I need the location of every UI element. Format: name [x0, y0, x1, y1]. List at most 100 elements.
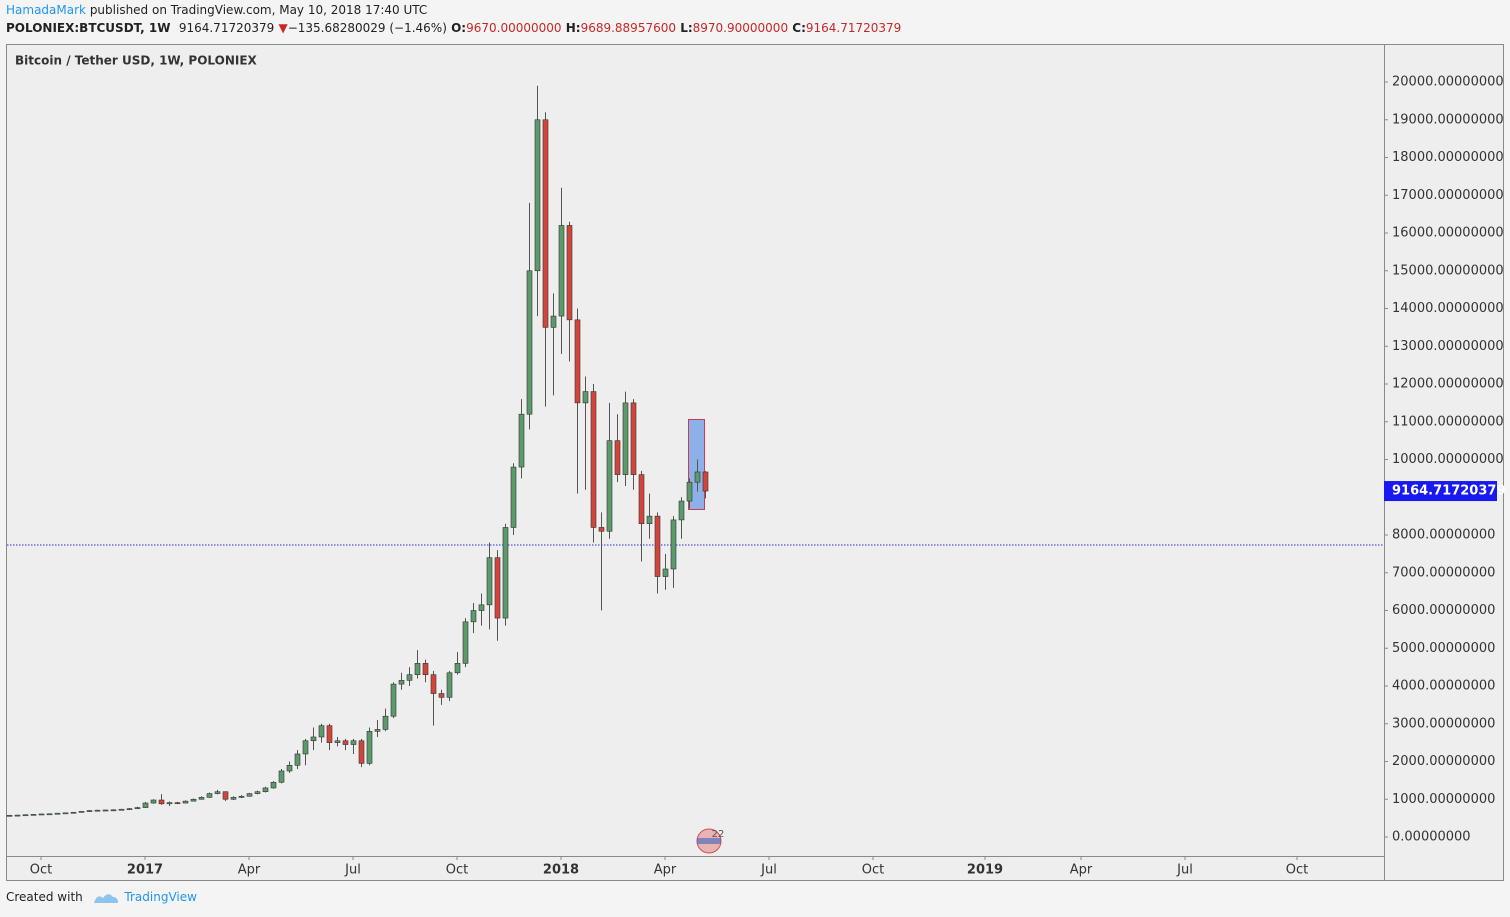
change: −135.68280029 (−1.46%) — [287, 21, 447, 35]
candle-body — [174, 802, 181, 804]
badge-count: 22 — [712, 829, 725, 840]
footer: Created with TradingView — [6, 890, 197, 905]
candle-body — [606, 440, 613, 532]
candle-body — [614, 440, 621, 475]
badge-stripe — [697, 838, 721, 844]
candle-body — [518, 413, 525, 468]
candle-body — [238, 795, 245, 798]
candle-body — [86, 810, 93, 812]
candle-body — [422, 663, 429, 675]
candle-body — [598, 527, 605, 532]
published: published on TradingView.com, May 10, 20… — [89, 3, 428, 17]
candle-body — [694, 471, 701, 483]
down-arrow: ▼ — [278, 21, 288, 35]
candle-body — [686, 481, 693, 502]
y-tick-label: 8000.00000000 — [1392, 528, 1495, 543]
candle-body — [654, 515, 661, 577]
events-badge[interactable]: 22 — [696, 828, 725, 854]
candle-body — [494, 557, 501, 619]
candle-body — [78, 811, 85, 813]
y-tick-label: 19000.00000000 — [1392, 112, 1504, 127]
y-tick-label: 2000.00000000 — [1392, 754, 1495, 769]
high-label: H: — [565, 21, 581, 35]
candle-body — [110, 809, 117, 812]
y-tick-label: 17000.00000000 — [1392, 188, 1504, 203]
y-tick-label: 7000.00000000 — [1392, 565, 1495, 580]
candle-body — [662, 568, 669, 577]
x-tick-label: 2017 — [127, 863, 163, 878]
candle-body — [294, 753, 301, 766]
y-tick-label: 3000.00000000 — [1392, 716, 1495, 731]
x-tick-label: Apr — [238, 863, 261, 878]
candle-body — [486, 557, 493, 606]
candle-body — [678, 500, 685, 521]
y-tick-label: 15000.00000000 — [1392, 263, 1504, 278]
x-tick-label: 2019 — [967, 863, 1003, 878]
author[interactable]: HamadaMark — [6, 3, 86, 17]
candle-body — [254, 791, 261, 794]
tv-logo — [93, 893, 118, 903]
candle-body — [326, 725, 333, 743]
candle-body — [318, 725, 325, 738]
candle-body — [462, 621, 469, 664]
logo-shape — [93, 893, 118, 903]
y-tick-label: 18000.00000000 — [1392, 150, 1504, 165]
candle-body — [374, 729, 381, 732]
candle-body — [342, 740, 349, 745]
candle-body — [334, 740, 341, 743]
candle-body — [230, 797, 237, 800]
candle-body — [166, 802, 173, 805]
candle-body — [270, 781, 277, 789]
x-tick-label: 2018 — [543, 863, 579, 878]
y-tick-label: 14000.00000000 — [1392, 301, 1504, 316]
symbol-line: POLONIEX:BTCUSDT, 1W 9164.71720379 ▼−135… — [6, 21, 901, 35]
candle-body — [22, 814, 29, 817]
y-tick-label: 10000.00000000 — [1392, 452, 1504, 467]
candle-body — [118, 808, 125, 811]
candle-body — [366, 731, 373, 764]
candle-body — [54, 812, 61, 815]
created-with: Created with — [6, 890, 83, 904]
candle-body — [638, 474, 645, 524]
y-tick-label: 5000.00000000 — [1392, 641, 1495, 656]
candle-body — [222, 791, 229, 800]
symbol: POLONIEX:BTCUSDT, 1W — [6, 21, 171, 35]
candle-body — [558, 225, 565, 317]
open-value: 9670.00000000 — [466, 21, 562, 35]
candle-body — [478, 604, 485, 611]
candle-body — [302, 740, 309, 755]
x-tick-label: Jul — [344, 863, 361, 878]
y-tick-label: 1000.00000000 — [1392, 792, 1495, 807]
candle-body — [14, 814, 21, 817]
candle-body — [622, 402, 629, 475]
candle-body — [158, 799, 165, 805]
candle-body — [454, 663, 461, 674]
candle-body — [630, 402, 637, 475]
highlight-box[interactable] — [688, 419, 705, 510]
last-price-label: 9164.71720379 — [1392, 484, 1505, 499]
candle-body — [278, 770, 285, 783]
x-tick-label: Apr — [1070, 863, 1093, 878]
x-tick-label: Oct — [446, 863, 468, 878]
y-tick-label: 4000.00000000 — [1392, 679, 1495, 694]
last-price: 9164.71720379 — [178, 21, 275, 35]
candle-body — [590, 391, 597, 528]
candle-body — [382, 715, 389, 730]
candle-body — [214, 791, 221, 794]
candle-body — [190, 798, 197, 802]
last-price-box — [1384, 481, 1497, 502]
x-tick-label: Oct — [30, 863, 52, 878]
candle-body — [414, 663, 421, 675]
candle-body — [670, 519, 677, 570]
chart-frame — [6, 44, 1504, 881]
y-tick-label: 12000.00000000 — [1392, 377, 1504, 392]
candle-body — [702, 471, 709, 492]
candle-body — [38, 813, 45, 816]
candle-body — [470, 610, 477, 623]
tradingview-link[interactable]: TradingView — [124, 890, 197, 904]
y-tick-label: 11000.00000000 — [1392, 414, 1504, 429]
x-tick-label: Apr — [654, 863, 677, 878]
candle-body — [646, 515, 653, 524]
candle-body — [70, 811, 77, 814]
